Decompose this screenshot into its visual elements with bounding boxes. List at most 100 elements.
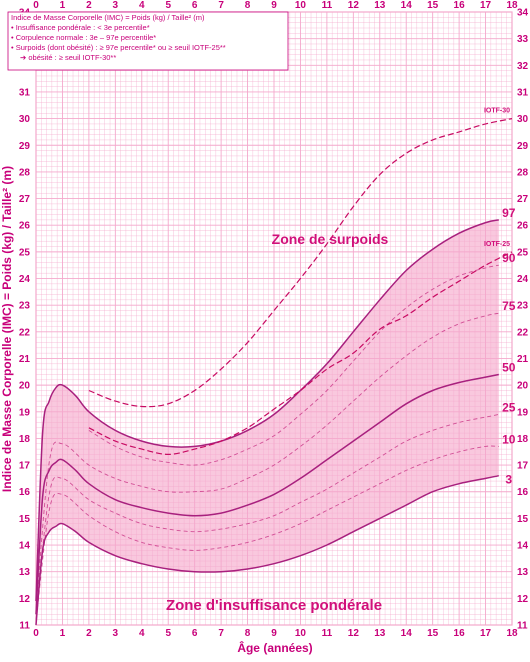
y-tick-label-right: 13 [517,567,529,578]
y-tick-label-right: 24 [517,274,529,285]
y-tick-label-right: 22 [517,327,529,338]
series-label-97: 97 [502,206,516,220]
series-label-25: 25 [502,400,516,414]
series-line-75 [35,312,499,612]
series-label-10: 10 [502,432,516,446]
legend-line-4: • Surpoids (dont obésité) : ≥ 97e percen… [11,43,226,52]
x-tick-label-top: 13 [374,0,386,11]
x-axis-label: Âge (années) [237,640,312,655]
y-tick-label-right: 17 [517,461,529,472]
series-line-iotf-25 [88,251,513,456]
y-tick-label-right: 16 [517,487,529,498]
x-tick-label-top: 3 [113,0,119,11]
y-tick-label-left: 13 [19,567,31,578]
legend-box [7,11,289,71]
x-tick-label-top: 10 [295,0,307,11]
y-tick-label-right: 23 [517,301,529,312]
overweight-zone-label: Zone de surpoids [272,231,389,247]
x-tick-label-top: 5 [165,0,171,11]
x-tick-label-top: 17 [480,0,492,11]
series-label-iotf-25: IOTF-25 [484,241,510,248]
tick-labels: 0011223344556677889910101111121213131414… [19,0,529,639]
series-label-90: 90 [502,251,516,265]
y-tick-label-left: 24 [19,274,31,285]
x-tick-label-bottom: 13 [374,628,386,639]
y-tick-label-left: 19 [19,407,31,418]
y-tick-label-right: 14 [517,541,529,552]
x-tick-label-bottom: 6 [192,628,198,639]
x-tick-label-bottom: 4 [139,628,145,639]
y-tick-label-left: 14 [19,541,31,552]
x-tick-label-bottom: 14 [401,628,413,639]
legend-line-5: ➔ obésité : ≥ seuil IOTF-30** [20,53,116,62]
x-tick-label-bottom: 15 [427,628,439,639]
y-tick-label-right: 15 [517,514,529,525]
y-tick-label-right: 27 [517,194,529,205]
y-tick-label-left: 20 [19,381,31,392]
x-tick-label-top: 4 [139,0,145,11]
x-tick-label-bottom: 12 [348,628,360,639]
x-tick-label-top: 18 [506,0,518,11]
x-tick-label-bottom: 3 [113,628,119,639]
x-tick-label-bottom: 5 [165,628,171,639]
x-tick-label-bottom: 10 [295,628,307,639]
x-tick-label-bottom: 2 [86,628,92,639]
x-tick-label-bottom: 8 [245,628,251,639]
x-tick-label-bottom: 0 [33,628,39,639]
y-tick-label-left: 28 [19,167,31,178]
y-tick-label-right: 18 [517,434,529,445]
x-tick-label-top: 0 [33,0,39,11]
y-tick-label-left: 23 [19,301,31,312]
series-lines: 97 90 75 50 25 10 3 IOTF-25 IOTF-30 [35,108,516,626]
y-tick-label-left: 25 [19,247,31,258]
y-tick-label-right: 28 [517,167,529,178]
y-tick-label-right: 33 [517,34,529,45]
y-tick-label-left: 26 [19,221,31,232]
y-tick-label-right: 26 [517,221,529,232]
x-tick-label-bottom: 17 [480,628,492,639]
series-label-75: 75 [502,299,516,313]
x-tick-label-top: 1 [60,0,66,11]
x-tick-label-bottom: 16 [454,628,466,639]
y-tick-label-left: 21 [19,354,31,365]
y-tick-label-left: 27 [19,194,31,205]
y-tick-label-left: 29 [19,141,31,152]
series-line-iotf-30 [88,118,513,408]
series-line-25 [35,413,499,620]
y-tick-label-right: 12 [517,594,529,605]
series-label-50: 50 [502,360,516,374]
legend-line-1: Indice de Masse Corporelle (IMC) = Poids… [11,13,205,22]
y-tick-label-right: 34 [517,8,529,19]
y-tick-label-left: 16 [19,487,31,498]
y-tick-label-right: 32 [517,61,529,72]
x-tick-label-bottom: 9 [271,628,277,639]
series-label-3: 3 [505,473,512,487]
x-tick-label-top: 7 [218,0,224,11]
series-line-90 [88,264,499,466]
y-tick-label-right: 19 [517,407,529,418]
series-line-50 [35,373,499,615]
underweight-zone-label: Zone d'insuffisance pondérale [166,597,382,614]
grid [35,11,513,626]
x-tick-label-top: 8 [245,0,251,11]
y-tick-label-right: 20 [517,381,529,392]
x-tick-label-top: 2 [86,0,92,11]
legend-line-2: • Insuffisance pondérale : < 3e percenti… [11,23,150,32]
x-tick-label-bottom: 1 [60,628,66,639]
series-label-iotf-30: IOTF-30 [484,108,510,115]
legend-line-3: • Corpulence normale : 3e – 97e percenti… [11,33,156,42]
series-line-97 [35,219,499,602]
x-tick-label-top: 9 [271,0,277,11]
y-tick-label-right: 11 [517,621,528,632]
x-tick-label-top: 6 [192,0,198,11]
y-tick-label-left: 31 [19,87,31,98]
x-tick-label-top: 16 [454,0,466,11]
y-tick-label-left: 11 [19,621,30,632]
y-tick-label-left: 18 [19,434,31,445]
x-tick-label-bottom: 18 [506,628,518,639]
x-tick-label-top: 11 [322,0,333,11]
y-tick-label-right: 25 [517,247,529,258]
x-tick-label-top: 15 [427,0,439,11]
